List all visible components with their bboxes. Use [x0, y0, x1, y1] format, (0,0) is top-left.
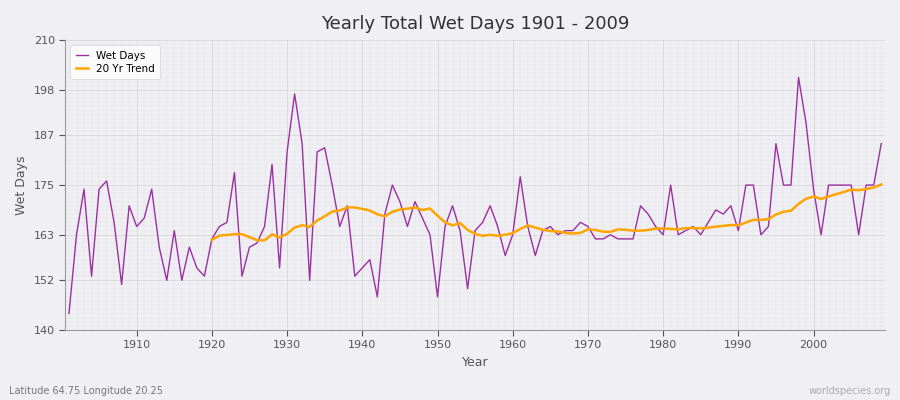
20 Yr Trend [876, 182, 886, 187]
Y-axis label: Wet Days: Wet Days [15, 155, 28, 215]
20 Yr Trend [786, 208, 796, 213]
Line: 20 Yr Trend: 20 Yr Trend [212, 184, 881, 240]
Wet Days [876, 141, 886, 146]
Line: Wet Days: Wet Days [69, 77, 881, 314]
Wet Days [289, 92, 300, 96]
X-axis label: Year: Year [462, 356, 489, 369]
Legend: Wet Days, 20 Yr Trend: Wet Days, 20 Yr Trend [70, 45, 160, 79]
20 Yr Trend [770, 212, 781, 217]
20 Yr Trend [680, 226, 691, 230]
Text: worldspecies.org: worldspecies.org [809, 386, 891, 396]
20 Yr Trend [853, 188, 864, 193]
20 Yr Trend [304, 224, 315, 229]
Wet Days [334, 224, 345, 229]
Wet Days [598, 236, 608, 241]
20 Yr Trend [417, 208, 428, 212]
Wet Days [123, 203, 134, 208]
Wet Days [64, 311, 75, 316]
Wet Days [500, 253, 510, 258]
Wet Days [793, 75, 804, 80]
20 Yr Trend [259, 238, 270, 243]
Wet Days [508, 232, 518, 237]
Title: Yearly Total Wet Days 1901 - 2009: Yearly Total Wet Days 1901 - 2009 [321, 15, 629, 33]
20 Yr Trend [206, 238, 217, 242]
Text: Latitude 64.75 Longitude 20.25: Latitude 64.75 Longitude 20.25 [9, 386, 163, 396]
